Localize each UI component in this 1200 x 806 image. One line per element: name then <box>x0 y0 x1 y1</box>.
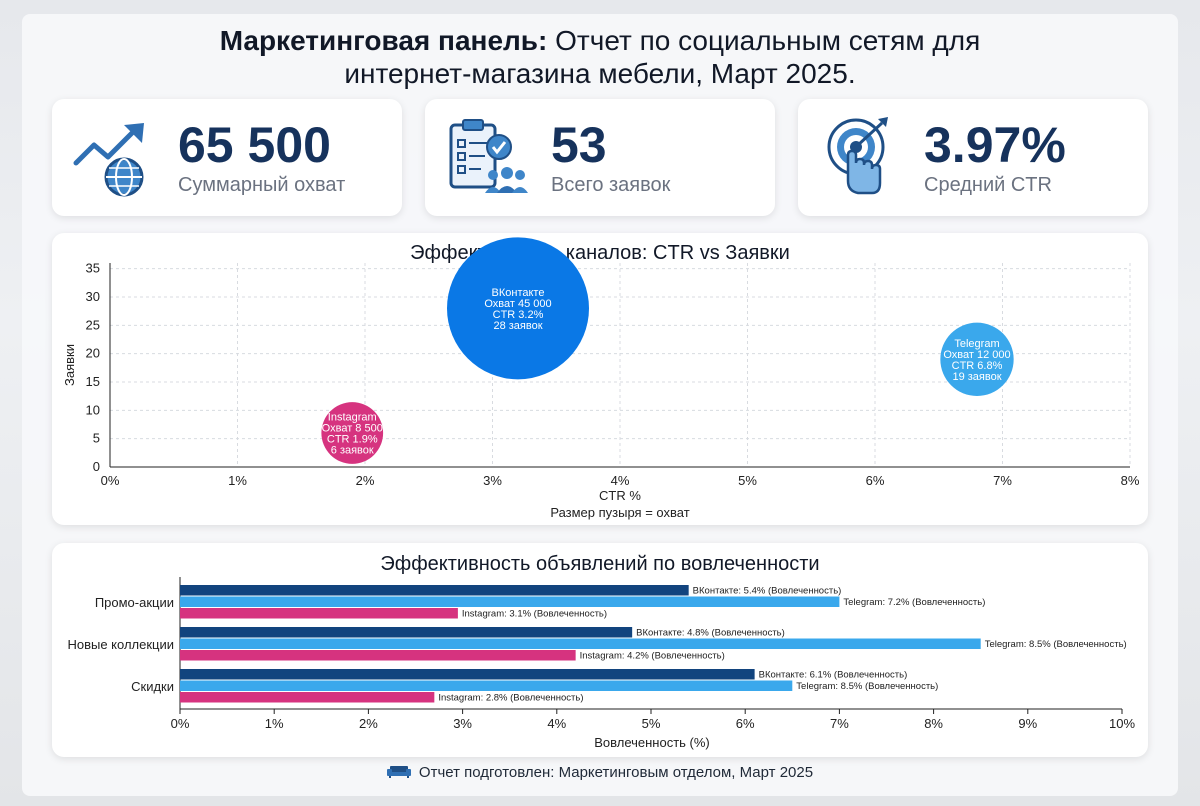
bar-instagram <box>180 692 435 703</box>
bubble-label: 19 заявок <box>952 371 1001 383</box>
bar-label: Instagram: 3.1% (Вовлеченность) <box>462 609 607 620</box>
bar-label: Instagram: 4.2% (Вовлеченность) <box>580 651 725 662</box>
bar-label: ВКонтакте: 5.4% (Вовлеченность) <box>693 586 842 597</box>
sofa-icon <box>386 766 411 778</box>
x-axis-label: CTR % <box>599 488 641 503</box>
bar-telegram <box>180 596 840 607</box>
channel-efficiency-card: Эффективность каналов: CTR vs Заявки 0% 1%… <box>52 233 1148 525</box>
bubble-label: Instagram <box>328 412 377 424</box>
bubble-label: Охват 12 000 <box>943 349 1010 361</box>
x-tick-label: 1% <box>265 716 284 731</box>
x-tick-label: 2% <box>359 716 378 731</box>
bar-вконтакте <box>180 585 689 596</box>
x-tick-label: 0% <box>171 716 190 731</box>
bar-label: Telegram: 7.2% (Вовлеченность) <box>843 597 985 608</box>
x-tick-label: 0% <box>101 473 120 488</box>
x-tick-label: 4% <box>611 473 630 488</box>
x-tick-label: 8% <box>1121 473 1140 488</box>
x-axis-label: Вовлеченность (%) <box>594 735 710 750</box>
bar-telegram <box>180 680 793 691</box>
kpi-label-ctr: Средний CTR <box>924 174 1052 196</box>
title-line2: интернет-магазина мебели, Март 2025. <box>344 58 856 89</box>
kpi-card-ctr: 3.97% Средний CTR <box>798 99 1148 216</box>
bar-вконтакте <box>180 627 633 638</box>
bubble-label: CTR 6.8% <box>952 360 1003 372</box>
kpi-label-requests: Всего заявок <box>551 174 671 196</box>
x-tick-label: 4% <box>547 716 566 731</box>
y-tick-label: 35 <box>86 261 100 276</box>
bubble-вконтакте <box>447 237 589 380</box>
kpi-card-reach: 65 500 Суммарный охват <box>52 99 402 216</box>
target-hand-icon <box>827 117 888 195</box>
kpi-label-reach: Суммарный охват <box>178 174 346 196</box>
bubble-telegram <box>940 322 1014 396</box>
bubble-label: Telegram <box>954 338 999 350</box>
growth-globe-icon <box>73 123 144 197</box>
title-rest: Отчет по социальным сетям для <box>555 25 981 56</box>
bar-label: ВКонтакте: 6.1% (Вовлеченность) <box>759 670 908 681</box>
bubble-label: CTR 3.2% <box>493 309 544 321</box>
x-tick-label: 6% <box>866 473 885 488</box>
bubble-label: CTR 1.9% <box>327 434 378 446</box>
bubble-label: Охват 45 000 <box>484 298 551 310</box>
y-axis-label: Заявки <box>62 344 77 386</box>
y-tick-label: 15 <box>86 374 100 389</box>
y-tick-label: 0 <box>93 459 100 474</box>
bar-instagram <box>180 650 576 661</box>
engagement-bar-chart: Эффективность объявлений по вовлеченност… <box>67 553 1135 750</box>
x-tick-label: 1% <box>228 473 247 488</box>
title-bold: Маркетинговая панель: <box>219 25 548 56</box>
bubble-label: 6 заявок <box>331 445 374 457</box>
bubble-instagram <box>321 402 384 464</box>
bubble-size-note: Размер пузыря = охват <box>550 505 689 520</box>
x-tick-label: 3% <box>483 473 502 488</box>
bar-instagram <box>180 608 458 619</box>
checklist-people-icon <box>449 119 528 193</box>
category-label: Новые коллекции <box>67 637 174 652</box>
bubble-label: 28 заявок <box>493 320 542 332</box>
bar-label: Instagram: 2.8% (Вовлеченность) <box>438 693 583 704</box>
y-tick-label: 30 <box>86 289 100 304</box>
bubble-label: Охват 8 500 <box>322 423 383 435</box>
x-tick-label: 2% <box>356 473 375 488</box>
kpi-value-ctr: 3.97% <box>924 117 1066 173</box>
x-tick-label: 10% <box>1109 716 1135 731</box>
kpi-value-reach: 65 500 <box>178 117 331 173</box>
x-tick-label: 3% <box>453 716 472 731</box>
x-tick-label: 9% <box>1018 716 1037 731</box>
y-tick-label: 20 <box>86 346 100 361</box>
x-tick-label: 5% <box>738 473 757 488</box>
footer-text: Отчет подготовлен: Маркетинговым отделом… <box>418 764 814 781</box>
y-tick-label: 25 <box>86 317 100 332</box>
x-tick-label: 7% <box>993 473 1012 488</box>
x-tick-label: 6% <box>736 716 755 731</box>
y-tick-label: 5 <box>93 431 100 446</box>
bar-вконтакте <box>180 669 755 680</box>
kpi-value-requests: 53 <box>551 117 607 173</box>
kpi-card-requests: 53 Всего заявок <box>425 99 775 216</box>
bubble-label: ВКонтакте <box>492 287 545 299</box>
x-tick-label: 5% <box>642 716 661 731</box>
bar-label: ВКонтакте: 4.8% (Вовлеченность) <box>636 628 785 639</box>
bar-telegram <box>180 638 981 649</box>
bar-chart-title: Эффективность объявлений по вовлеченност… <box>380 553 819 575</box>
bar-label: Telegram: 8.5% (Вовлеченность) <box>985 639 1127 650</box>
ad-engagement-card: Эффективность объявлений по вовлеченност… <box>52 543 1148 757</box>
page-title: Маркетинговая панель: Отчет по социальны… <box>0 24 1200 90</box>
y-tick-label: 10 <box>86 402 100 417</box>
bar-label: Telegram: 8.5% (Вовлеченность) <box>796 681 938 692</box>
category-label: Скидки <box>131 679 174 694</box>
x-tick-label: 8% <box>924 716 943 731</box>
footer: Отчет подготовлен: Маркетинговым отделом… <box>0 764 1200 781</box>
x-tick-label: 7% <box>830 716 849 731</box>
category-label: Промо-акции <box>95 595 174 610</box>
